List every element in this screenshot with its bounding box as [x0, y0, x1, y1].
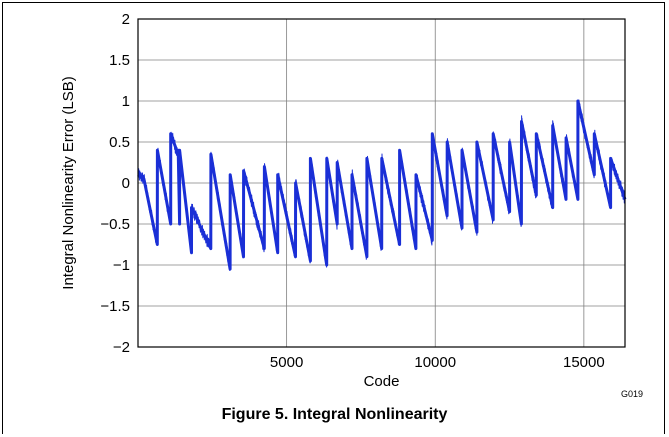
y-tick-label: 0 [122, 175, 130, 192]
y-tick-label: 1 [122, 93, 130, 110]
inl-chart: −2 −1.5 −1 −0.5 0 0.5 1 1.5 2 5000 10000 15000 Code… [60, 11, 643, 399]
y-tick-label: 2 [122, 11, 130, 28]
plot-data [137, 99, 627, 271]
x-tick-label: 5000 [270, 354, 303, 371]
y-tick-label: −1.5 [100, 298, 130, 315]
y-tick-label: −2 [113, 339, 130, 356]
tick-labels: −2 −1.5 −1 −0.5 0 0.5 1 1.5 2 5000 10000 15000 [100, 11, 604, 371]
figure-frame [2, 2, 665, 434]
x-tick-label: 10000 [414, 354, 456, 371]
y-axis-label: Integral Nonlinearity Error (LSB) [60, 76, 77, 289]
y-tick-label: 0.5 [109, 134, 130, 151]
y-tick-label: −1 [113, 257, 130, 274]
inl-series-line [137, 99, 627, 271]
y-tick-label: 1.5 [109, 52, 130, 69]
plot-border [137, 18, 626, 348]
x-tick-label: 15000 [563, 354, 605, 371]
y-tick-label: −0.5 [100, 216, 130, 233]
x-axis-label: Code [364, 373, 400, 390]
figure-caption: Figure 5. Integral Nonlinearity [221, 406, 448, 423]
figure-id-label: G019 [621, 389, 643, 399]
